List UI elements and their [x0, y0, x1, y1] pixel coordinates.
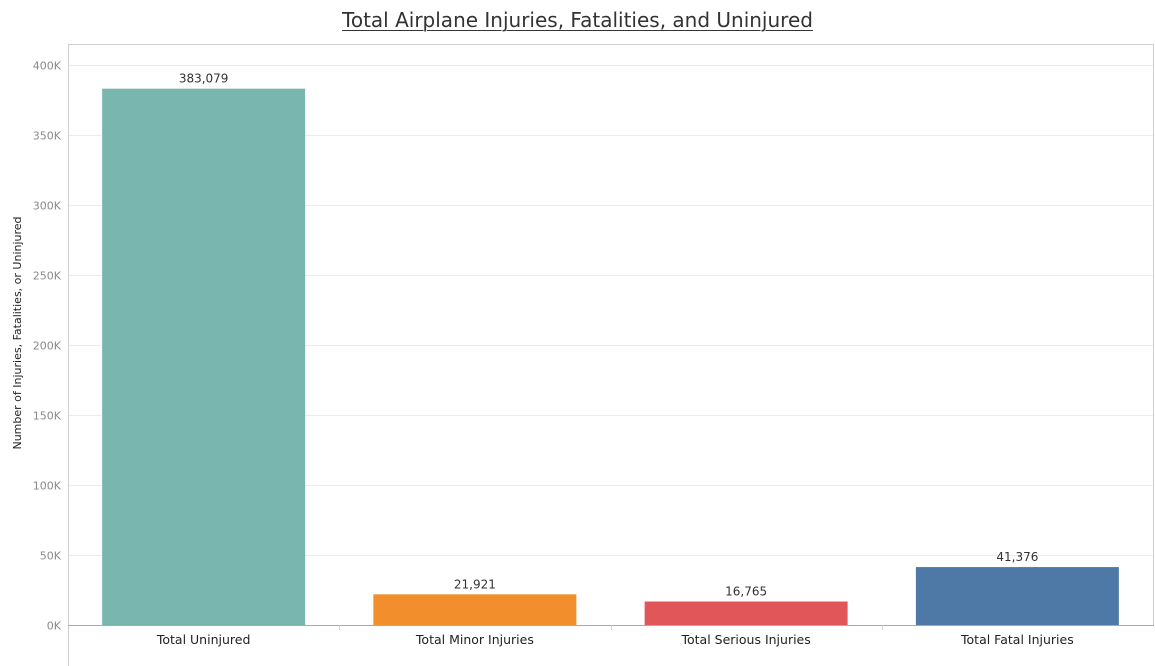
- chart-title: Total Airplane Injuries, Fatalities, and…: [342, 8, 813, 32]
- y-tick-label: 250K: [33, 270, 62, 283]
- x-tick-label: Total Serious Injuries: [680, 632, 810, 647]
- data-label: 16,765: [725, 585, 767, 599]
- y-axis-title: Number of Injuries, Fatalities, or Uninj…: [11, 216, 24, 449]
- y-tick-label: 200K: [33, 340, 62, 353]
- data-labels: 383,079 21,921 16,765 41,376: [179, 72, 1039, 599]
- y-tick-label: 50K: [40, 550, 62, 563]
- y-tick-label: 300K: [33, 200, 62, 213]
- y-tick-label: 100K: [33, 480, 62, 493]
- x-tick-label: Total Uninjured: [156, 632, 251, 647]
- x-tick-label: Total Minor Injuries: [415, 632, 534, 647]
- x-tick-label: Total Fatal Injuries: [960, 632, 1074, 647]
- data-label: 41,376: [996, 550, 1038, 564]
- y-axis-ticks: 0K 50K 100K 150K 200K 250K 300K 350K 400K: [33, 60, 62, 633]
- data-label: 383,079: [179, 72, 229, 86]
- bar-2[interactable]: [373, 594, 577, 625]
- y-tick-label: 400K: [33, 60, 62, 73]
- y-tick-label: 150K: [33, 410, 62, 423]
- bar-3[interactable]: [644, 601, 848, 625]
- bar-4[interactable]: [915, 567, 1119, 625]
- x-axis-labels: Total Uninjured Total Minor Injuries Total…: [156, 625, 1074, 647]
- bar-1[interactable]: [102, 88, 306, 626]
- data-label: 21,921: [454, 577, 496, 591]
- y-tick-label: 0K: [47, 620, 62, 633]
- y-tick-label: 350K: [33, 130, 62, 143]
- bars: [102, 88, 1119, 626]
